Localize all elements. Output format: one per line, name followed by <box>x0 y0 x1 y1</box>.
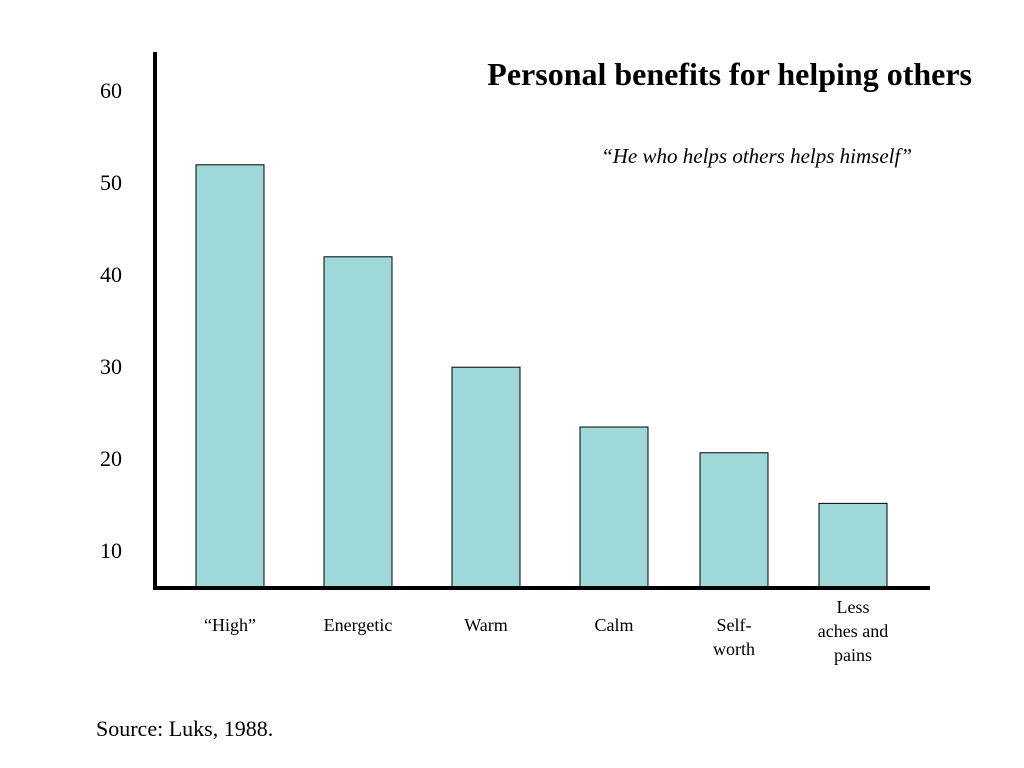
bar-2 <box>451 366 521 589</box>
bar-0 <box>195 164 265 589</box>
x-tick-label-2: Warm <box>464 615 508 635</box>
x-tick-label-0: “High” <box>204 615 256 635</box>
y-tick-label-40: 40 <box>100 262 122 287</box>
x-tick-label-3: Calm <box>595 615 634 635</box>
y-tick-label-50: 50 <box>100 170 122 195</box>
bar-4 <box>699 452 769 589</box>
y-tick-label-20: 20 <box>100 446 122 471</box>
x-tick-label-4: Self-worth <box>713 615 755 659</box>
bar-1 <box>323 256 393 589</box>
chart-subtitle: “He who helps others helps himself” <box>601 144 912 168</box>
y-tick-label-30: 30 <box>100 354 122 379</box>
y-tick-labels: 10 20 30 40 50 60 <box>100 78 122 563</box>
chart-title: Personal benefits for helping others <box>487 56 972 92</box>
source-note: Source: Luks, 1988. <box>96 716 274 741</box>
bars-group <box>195 164 888 589</box>
x-tick-labels: “High” Energetic Warm Calm Self-worth Less ach… <box>204 597 888 665</box>
y-tick-label-60: 60 <box>100 78 122 103</box>
bar-5 <box>818 502 888 589</box>
x-tick-label-1: Energetic <box>324 615 393 635</box>
y-tick-label-10: 10 <box>100 538 122 563</box>
x-tick-label-5: Less aches and pains <box>818 597 888 665</box>
bar-3 <box>579 426 649 589</box>
